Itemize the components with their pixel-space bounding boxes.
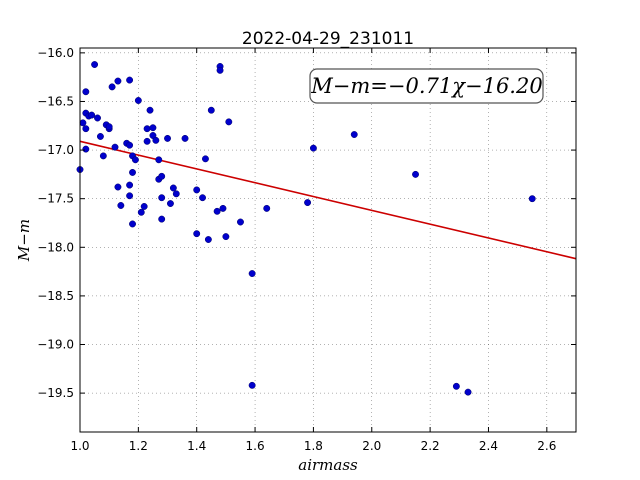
fit-equation: M−m=−0.71χ−16.20 [310,74,542,98]
x-tick-label: 1.6 [246,439,265,453]
y-tick-label: −16.0 [37,46,74,60]
data-point [99,152,107,160]
data-point [207,106,215,114]
grid [79,48,576,432]
data-point [152,136,160,144]
plot-frame [79,47,577,433]
data-point [166,200,174,207]
data-point [248,270,256,277]
x-tick-label: 1.8 [304,439,323,453]
x-tick-label: 2.4 [479,439,498,453]
data-point [155,156,163,164]
data-point [202,155,209,163]
data-point [219,204,227,212]
data-point [204,236,212,243]
data-point [237,218,244,226]
data-point [164,134,171,142]
y-axis: −16.0 −16.5 −17.0 −17.5 −18.0 −18.5 −19.0 −19.5 [37,46,576,400]
data-point [146,106,154,114]
data-point [117,202,125,209]
data-point [248,381,256,389]
data-point [452,382,460,390]
data-point [143,137,151,145]
data-point [82,125,90,133]
fit-line [79,140,577,260]
x-tick-label: 2.0 [362,439,381,453]
data-point [222,233,230,241]
data-point [181,134,189,142]
data-point [309,144,317,152]
data-point [263,204,271,212]
data-point [114,183,122,191]
data-point [193,186,201,194]
data-point [464,388,472,396]
data-point [96,133,104,140]
data-point [193,230,201,238]
x-axis: 1.0 1.2 1.4 1.6 1.8 2.0 2.2 2.4 2.6 [70,48,556,453]
y-tick-label: −16.5 [37,94,74,108]
y-axis-label: M−m [15,219,33,262]
data-point [129,168,136,176]
x-axis-label: airmass [298,456,358,474]
data-point [412,170,419,178]
data-point [94,114,101,122]
data-point [131,156,139,164]
x-tick-label: 1.4 [187,439,206,453]
annotation-box [309,68,544,104]
y-tick-label: −18.0 [37,240,74,254]
data-point [79,119,87,127]
y-tick-label: −17.5 [37,192,74,206]
data-point [216,66,224,74]
data-point [350,131,358,138]
data-point [114,77,122,85]
data-points [76,61,536,396]
x-tick-label: 2.6 [537,439,556,453]
data-point [158,215,166,223]
data-point [126,192,134,200]
y-tick-label: −19.5 [37,386,74,400]
x-tick-label: 2.2 [421,439,440,453]
data-point [137,208,145,216]
data-point [126,76,134,84]
data-point [213,207,221,215]
y-tick-label: −18.5 [37,289,74,303]
data-point [528,195,536,203]
data-point [304,199,312,207]
data-point [199,194,206,202]
data-point [105,123,113,131]
data-point [82,88,90,96]
data-point [225,118,233,126]
data-point [88,111,96,119]
data-point [172,190,180,198]
data-point [91,61,99,68]
x-tick-label: 1.0 [70,439,89,453]
data-point [129,220,136,228]
data-point [111,143,119,151]
y-tick-label: −17.0 [37,143,74,157]
data-point [169,184,177,192]
data-point [143,125,151,133]
chart-title: 2022-04-29_231011 [242,29,414,49]
y-tick-label: −19.0 [37,338,74,352]
data-point [126,141,134,149]
fit-line-layer [79,140,577,260]
data-point [134,97,142,104]
x-tick-label: 1.2 [129,439,148,453]
data-point [158,172,166,180]
fit-annotation: M−m=−0.71χ−16.20 [309,68,544,104]
data-point [158,194,166,202]
data-point [140,203,148,210]
data-point [82,145,90,153]
data-point [149,124,157,132]
data-point [126,181,134,189]
data-point [108,83,116,91]
